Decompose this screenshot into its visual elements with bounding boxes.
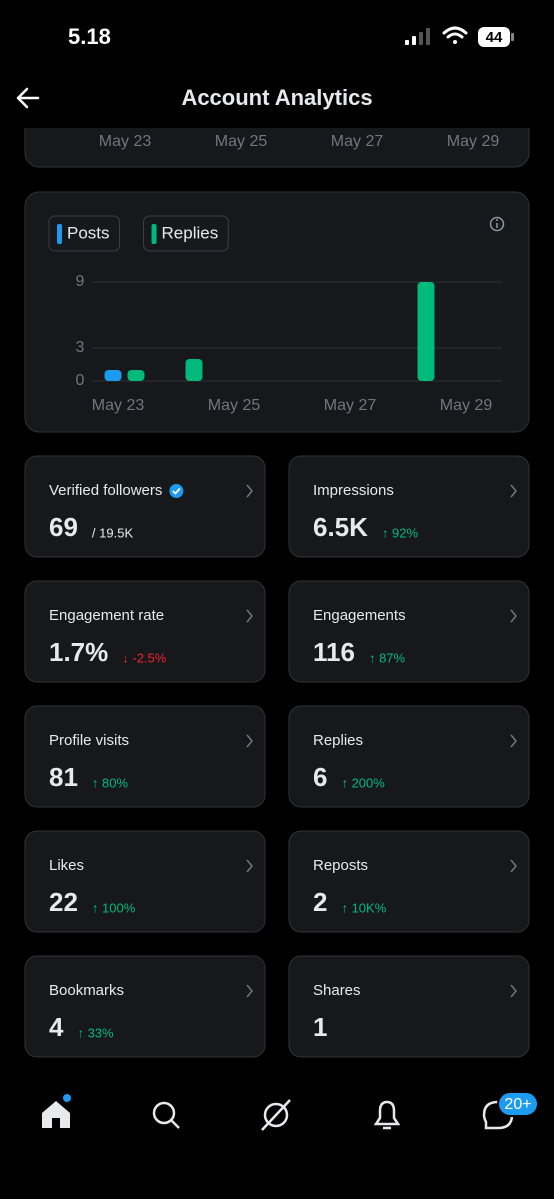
metric-value: 81 bbox=[49, 762, 78, 792]
nav-notifications[interactable] bbox=[373, 1100, 401, 1130]
chevron bbox=[246, 859, 253, 873]
x-tick-label: May 25 bbox=[208, 397, 261, 414]
metric-card[interactable] bbox=[288, 455, 530, 558]
bar bbox=[185, 359, 203, 381]
legend-label: Posts bbox=[67, 223, 110, 242]
chevron bbox=[246, 734, 253, 748]
legend-item[interactable] bbox=[143, 215, 229, 252]
nav-home[interactable] bbox=[42, 1094, 71, 1128]
verified-check bbox=[172, 487, 181, 495]
metric-change: ↑ 200% bbox=[341, 775, 385, 790]
metric-label: Engagements bbox=[313, 607, 406, 624]
battery-level: 44 bbox=[486, 29, 503, 46]
metric-change: ↑ 33% bbox=[77, 1025, 114, 1040]
legend-swatch bbox=[151, 224, 157, 244]
x-tick-label: May 27 bbox=[331, 133, 384, 150]
chevron bbox=[510, 484, 517, 498]
metric-value: 1.7% bbox=[49, 637, 108, 667]
bar bbox=[104, 370, 122, 381]
metric-value: 6 bbox=[313, 762, 327, 792]
verified-badge bbox=[169, 484, 184, 498]
metric-value: 2 bbox=[313, 887, 327, 917]
metric-label: Impressions bbox=[313, 482, 394, 499]
bar bbox=[417, 282, 435, 381]
metric-card[interactable] bbox=[288, 705, 530, 808]
metric-change: ↑ 92% bbox=[382, 525, 419, 540]
signal bbox=[405, 28, 430, 45]
chevron bbox=[510, 609, 517, 623]
metric-card[interactable] bbox=[24, 955, 266, 1058]
y-tick-label: 0 bbox=[76, 372, 85, 389]
chevron bbox=[246, 484, 253, 498]
metric-card[interactable] bbox=[24, 455, 266, 558]
metric-card[interactable] bbox=[288, 580, 530, 683]
metric-value: 22 bbox=[49, 887, 78, 917]
metric-label: Likes bbox=[49, 857, 84, 874]
y-tick-label: 9 bbox=[76, 273, 85, 290]
x-tick-label: May 27 bbox=[324, 397, 377, 414]
y-tick-label: 3 bbox=[76, 339, 85, 356]
metric-change: ↑ 80% bbox=[92, 775, 129, 790]
metric-card[interactable] bbox=[288, 830, 530, 933]
bar bbox=[127, 370, 145, 381]
chevron bbox=[246, 984, 253, 998]
metric-card[interactable] bbox=[24, 830, 266, 933]
metric-change: ↑ 87% bbox=[369, 650, 406, 665]
metric-label: Reposts bbox=[313, 857, 368, 874]
metric-change: ↑ 10K% bbox=[341, 900, 386, 915]
metric-change: ↓ -2.5% bbox=[122, 650, 167, 665]
x-tick-label: May 29 bbox=[447, 133, 500, 150]
metric-card[interactable] bbox=[24, 580, 266, 683]
info-icon[interactable] bbox=[489, 216, 505, 232]
metric-label: Shares bbox=[313, 982, 361, 999]
nav-search[interactable] bbox=[152, 1101, 180, 1129]
status-time: 5.18 bbox=[68, 24, 111, 49]
metric-value: 116 bbox=[313, 637, 355, 667]
x-tick-label: May 23 bbox=[99, 133, 152, 150]
metric-change: ↑ 100% bbox=[92, 900, 136, 915]
chevron bbox=[246, 609, 253, 623]
metric-label: Engagement rate bbox=[49, 607, 164, 624]
metric-label: Profile visits bbox=[49, 732, 129, 749]
page-title: Account Analytics bbox=[181, 85, 372, 110]
nav-messages[interactable] bbox=[482, 1091, 539, 1130]
metric-value: 4 bbox=[49, 1012, 64, 1042]
legend-label: Replies bbox=[162, 223, 219, 242]
back-button[interactable] bbox=[16, 87, 40, 109]
nav-grok[interactable] bbox=[261, 1099, 291, 1131]
x-tick-label: May 29 bbox=[440, 397, 493, 414]
metric-card[interactable] bbox=[288, 955, 530, 1058]
header-bg bbox=[0, 0, 554, 128]
x-tick-label: May 25 bbox=[215, 133, 268, 150]
legend-swatch bbox=[57, 224, 62, 244]
legend-item[interactable] bbox=[48, 215, 121, 252]
x-tick-label: May 23 bbox=[92, 397, 145, 414]
metric-label: Replies bbox=[313, 732, 363, 749]
metric-value: 1 bbox=[313, 1012, 327, 1042]
metric-total: / 19.5K bbox=[92, 525, 134, 540]
chevron bbox=[510, 859, 517, 873]
wifi bbox=[442, 26, 468, 44]
metric-value: 69 bbox=[49, 512, 78, 542]
metric-card[interactable] bbox=[24, 705, 266, 808]
metric-label: Bookmarks bbox=[49, 982, 124, 999]
metric-value: 6.5K bbox=[313, 512, 368, 542]
metric-label: Verified followers bbox=[49, 482, 162, 499]
battery-tip bbox=[511, 33, 514, 41]
messages-badge: 20+ bbox=[504, 1096, 531, 1113]
battery bbox=[478, 27, 510, 47]
chevron bbox=[510, 984, 517, 998]
chevron bbox=[510, 734, 517, 748]
chart-card bbox=[24, 191, 530, 433]
